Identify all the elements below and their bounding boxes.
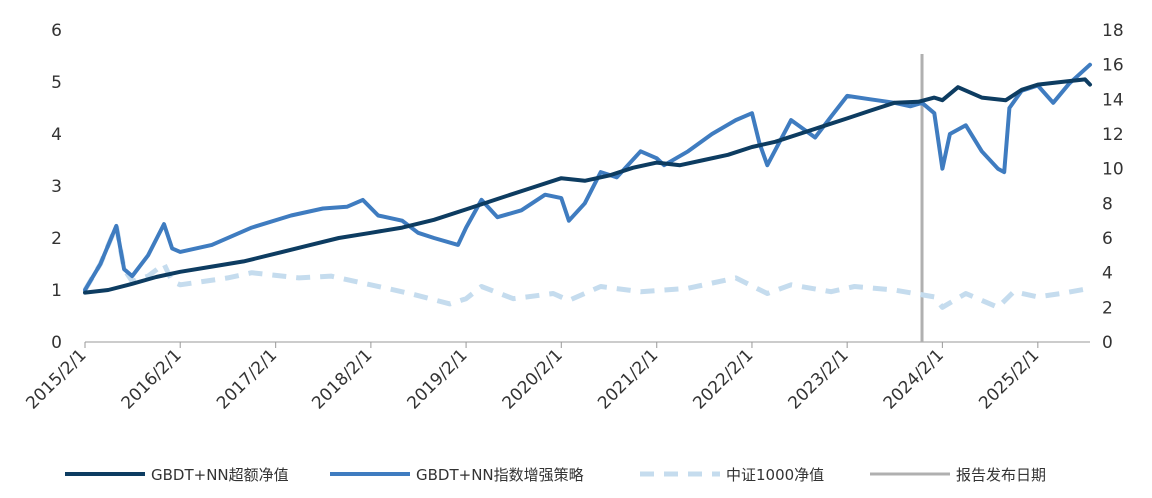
legend-label-3: 报告发布日期 — [956, 466, 1046, 484]
y-right-tick-label-0: 0 — [1102, 333, 1113, 353]
y-axis-left-tick-labels: 0 1 2 3 4 5 6 — [51, 21, 62, 353]
x-tick-label-1: 2016/2/1 — [118, 345, 186, 413]
legend-label-1: GBDT+NN指数增强策略 — [416, 466, 584, 484]
series-line-0 — [83, 77, 1092, 295]
y-right-tick-label-1: 2 — [1102, 298, 1113, 318]
x-tick-label-2: 2017/2/1 — [213, 345, 281, 413]
series-line-1 — [83, 62, 1092, 292]
y-left-tick-label-2: 2 — [51, 229, 62, 249]
x-tick-label-5: 2020/2/1 — [499, 345, 567, 413]
y-left-tick-label-6: 6 — [51, 21, 62, 41]
legend-label-0: GBDT+NN超额净值 — [151, 466, 289, 484]
x-tick-label-8: 2023/2/1 — [785, 345, 853, 413]
y-right-tick-label-4: 8 — [1102, 194, 1113, 214]
x-tick-label-7: 2022/2/1 — [689, 345, 757, 413]
x-axis-ticks: 2015/2/1 2016/2/1 2017/2/1 2018/2/1 2019/2/1… — [22, 342, 1043, 414]
y-right-tick-label-7: 14 — [1102, 90, 1124, 110]
y-left-tick-label-1: 1 — [51, 281, 62, 301]
legend-label-2: 中证1000净值 — [726, 466, 824, 484]
y-left-tick-label-3: 3 — [51, 177, 62, 197]
y-axis-right-tick-labels: 0 2 4 6 8 10 12 14 16 18 — [1102, 21, 1124, 353]
y-right-tick-label-2: 4 — [1102, 264, 1113, 284]
x-tick-label-3: 2018/2/1 — [308, 345, 376, 413]
y-right-tick-label-9: 18 — [1102, 21, 1124, 41]
x-tick-label-10: 2025/2/1 — [975, 345, 1043, 413]
series-line-2 — [82, 223, 1091, 310]
y-right-tick-label-8: 16 — [1102, 56, 1124, 76]
y-left-tick-label-4: 4 — [51, 125, 62, 145]
series-layer — [82, 62, 1092, 310]
y-right-tick-label-5: 10 — [1102, 160, 1124, 180]
y-left-tick-label-5: 5 — [51, 73, 62, 93]
x-tick-label-4: 2019/2/1 — [403, 345, 471, 413]
y-left-tick-label-0: 0 — [51, 333, 62, 353]
y-right-tick-label-3: 6 — [1102, 229, 1113, 249]
x-tick-label-6: 2021/2/1 — [594, 345, 662, 413]
x-tick-label-9: 2024/2/1 — [880, 345, 948, 413]
x-tick-label-0: 2015/2/1 — [22, 345, 90, 413]
y-right-tick-label-6: 12 — [1102, 125, 1124, 145]
legend: GBDT+NN超额净值 GBDT+NN指数增强策略 中证1000净值 报告发布日期 — [65, 466, 1046, 484]
